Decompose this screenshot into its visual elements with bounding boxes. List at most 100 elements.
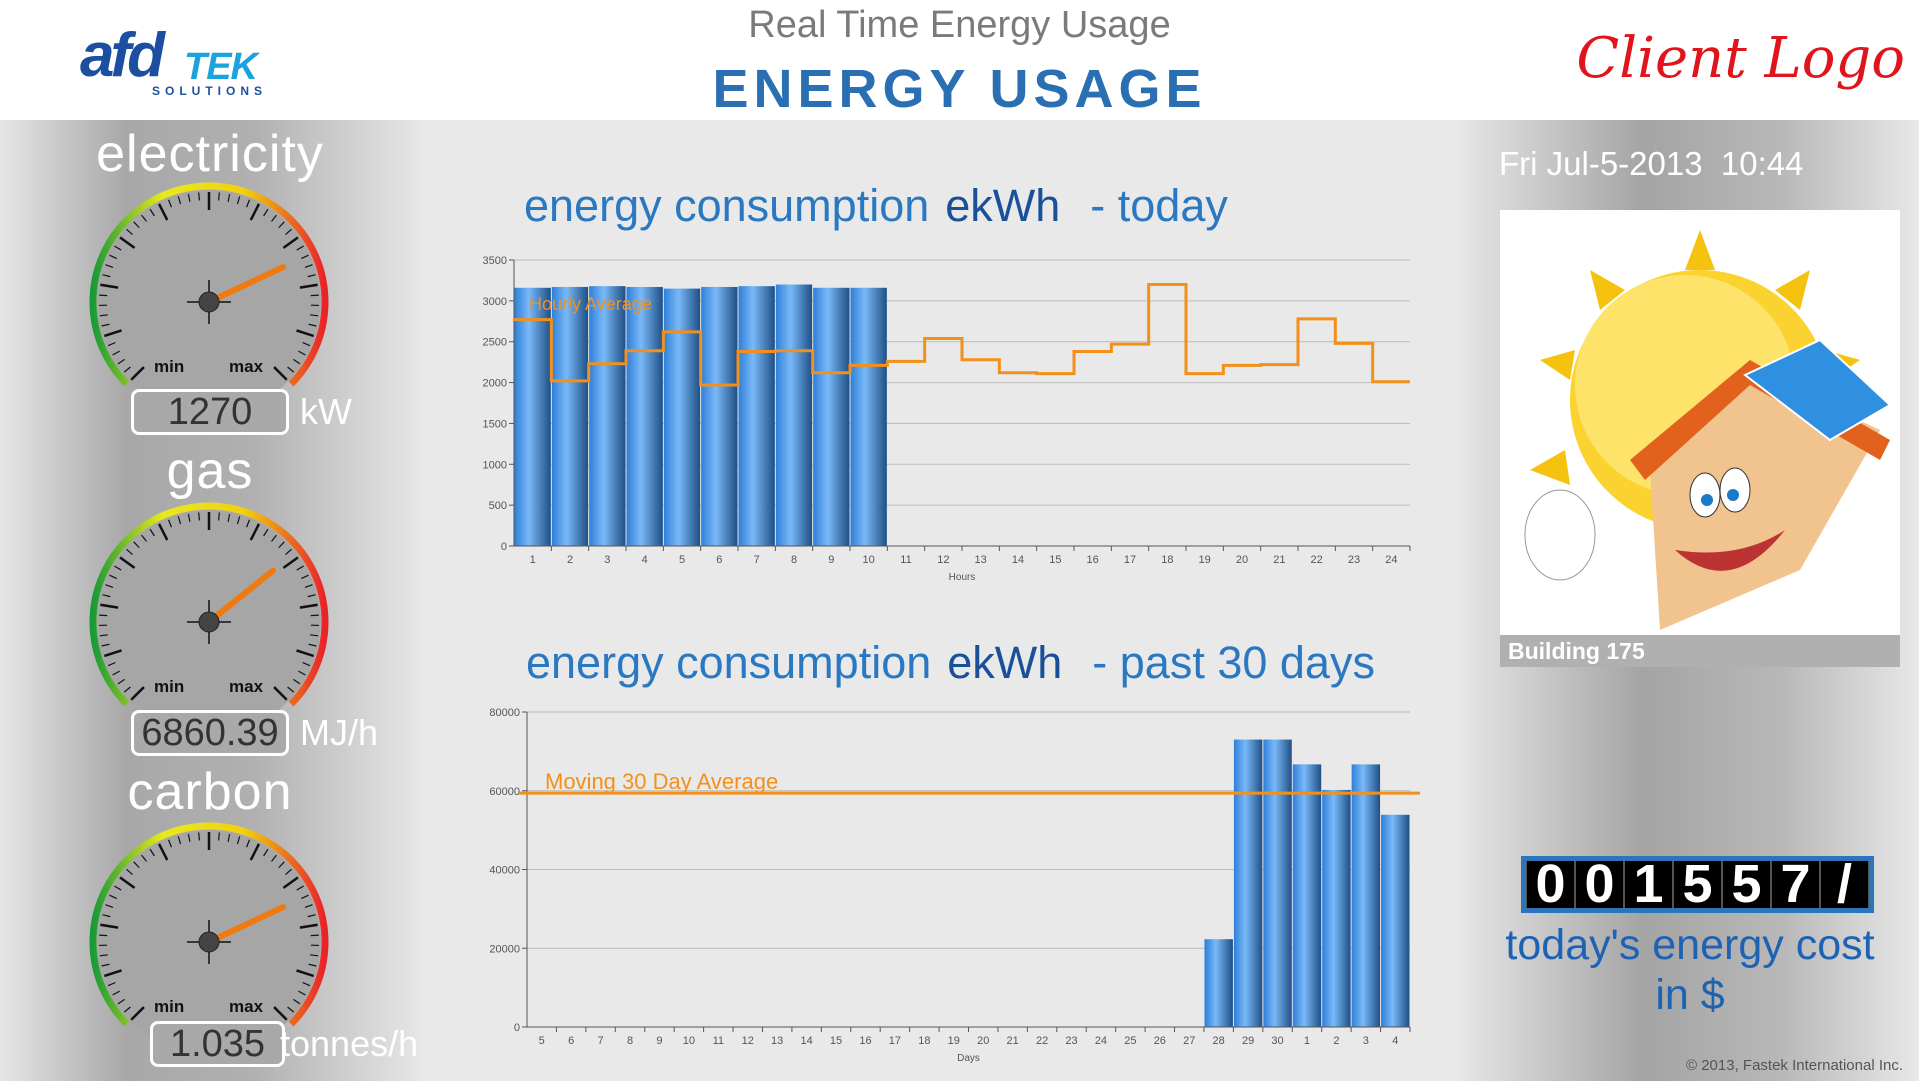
gauge-tick xyxy=(109,574,117,580)
gauge-tick xyxy=(278,221,285,229)
gauge-tick xyxy=(101,963,110,967)
gauge-tick xyxy=(100,603,119,609)
gauge-tick xyxy=(310,934,319,937)
x-tick-label: 14 xyxy=(1012,554,1024,566)
y-tick-label: 20000 xyxy=(489,943,520,955)
title-unit: ekWh xyxy=(947,637,1063,688)
x-tick-label: 22 xyxy=(1311,554,1323,566)
gauge-tick xyxy=(112,670,120,676)
gauge-tick xyxy=(307,594,316,598)
gauge-tick xyxy=(301,574,309,580)
bar xyxy=(514,287,551,546)
gauge-tick xyxy=(282,556,299,569)
gauge-tick xyxy=(123,686,131,693)
x-tick-label: 4 xyxy=(1392,1035,1398,1047)
gauge-tick xyxy=(296,969,315,978)
x-tick-label: 3 xyxy=(1363,1035,1369,1047)
client-logo: Client Logo xyxy=(1576,26,1905,91)
x-tick-label: 5 xyxy=(679,554,685,566)
y-tick-label: 1000 xyxy=(483,459,507,471)
x-tick-label: 16 xyxy=(859,1035,871,1047)
gauge-tick xyxy=(187,193,191,202)
gauge-tick xyxy=(99,634,108,637)
y-tick-label: 2500 xyxy=(483,337,507,349)
x-tick-label: 12 xyxy=(937,554,949,566)
gauge-tick xyxy=(117,998,125,1005)
y-tick-label: 0 xyxy=(501,541,507,553)
x-tick-label: 2 xyxy=(1333,1035,1339,1047)
odometer-digit: 7 xyxy=(1771,861,1820,908)
gauge-tick xyxy=(218,192,220,201)
gauge-tick xyxy=(157,843,169,861)
gauge-tick xyxy=(130,366,145,381)
gauge-max-label: max xyxy=(229,997,264,1016)
gauge-tick xyxy=(123,1006,131,1013)
bar xyxy=(738,286,775,546)
gauge-tick xyxy=(105,904,114,909)
gauge-tick xyxy=(198,832,200,841)
x-tick-label: 15 xyxy=(830,1035,842,1047)
gauge-tick xyxy=(245,839,251,848)
gauge-needle xyxy=(206,264,287,305)
gauge-tick xyxy=(112,350,120,356)
x-tick-label: 18 xyxy=(1161,554,1173,566)
gauge-tick xyxy=(119,236,136,249)
gauge-tick xyxy=(133,221,140,229)
title-suffix: - past 30 days xyxy=(1092,637,1375,688)
x-tick-label: 18 xyxy=(918,1035,930,1047)
x-tick-label: 21 xyxy=(1273,554,1285,566)
gauge-tick xyxy=(149,208,155,217)
x-tick-label: 10 xyxy=(863,554,875,566)
gauge-tick xyxy=(299,923,318,929)
gauge-tick xyxy=(177,196,182,205)
x-tick-label: 1 xyxy=(530,554,536,566)
y-tick-label: 3000 xyxy=(483,296,507,308)
gauge-tick xyxy=(117,358,125,365)
x-tick-label: 6 xyxy=(716,554,722,566)
gauge-tick xyxy=(157,523,169,541)
bar xyxy=(1233,739,1263,1027)
gauge-tick xyxy=(285,868,292,875)
x-tick-label: 14 xyxy=(800,1035,812,1047)
chart-title-30days: energy consumption ekWh - past 30 days xyxy=(526,637,1375,689)
x-tick-label: 9 xyxy=(656,1035,662,1047)
gauge-tick xyxy=(282,876,299,889)
gauge-tick xyxy=(301,894,309,900)
gauge-tick xyxy=(278,861,285,869)
bar xyxy=(813,287,850,546)
gauge-tick xyxy=(285,548,292,555)
x-tick-label: 24 xyxy=(1095,1035,1107,1047)
gauge-tick xyxy=(287,366,295,373)
gauge-tick xyxy=(304,584,313,589)
x-tick-label: 13 xyxy=(975,554,987,566)
gauge-tick xyxy=(100,923,119,929)
gauge-tick xyxy=(119,876,136,889)
gauge-tick xyxy=(245,519,251,528)
gauge-tick xyxy=(107,981,116,987)
copyright: © 2013, Fastek International Inc. xyxy=(1685,1057,1903,1074)
y-tick-label: 60000 xyxy=(489,786,520,798)
gauge-tick xyxy=(249,523,261,541)
gauge-tick xyxy=(273,686,288,701)
gauge-tick xyxy=(114,565,122,571)
chart-title-today: energy consumption ekWh - today xyxy=(524,180,1228,232)
x-tick-label: 3 xyxy=(604,554,610,566)
bar xyxy=(1263,739,1292,1027)
gauge-tick xyxy=(249,203,261,221)
x-tick-label: 25 xyxy=(1124,1035,1136,1047)
odometer-digit: 5 xyxy=(1722,861,1771,908)
y-tick-label: 80000 xyxy=(489,707,520,719)
gauge-tick xyxy=(293,678,301,685)
x-tick-label: 10 xyxy=(683,1035,695,1047)
x-tick-label: 29 xyxy=(1242,1035,1254,1047)
gauge-gas: min max xyxy=(89,502,329,734)
gauge-tick xyxy=(218,832,220,841)
x-tick-label: 16 xyxy=(1087,554,1099,566)
x-tick-label: 24 xyxy=(1385,554,1397,566)
gauge-electricity-title: electricity xyxy=(96,125,324,183)
title-unit: ekWh xyxy=(945,180,1061,231)
x-tick-label: 7 xyxy=(598,1035,604,1047)
bar xyxy=(1204,939,1233,1027)
gauge-electricity: min max xyxy=(89,182,329,414)
